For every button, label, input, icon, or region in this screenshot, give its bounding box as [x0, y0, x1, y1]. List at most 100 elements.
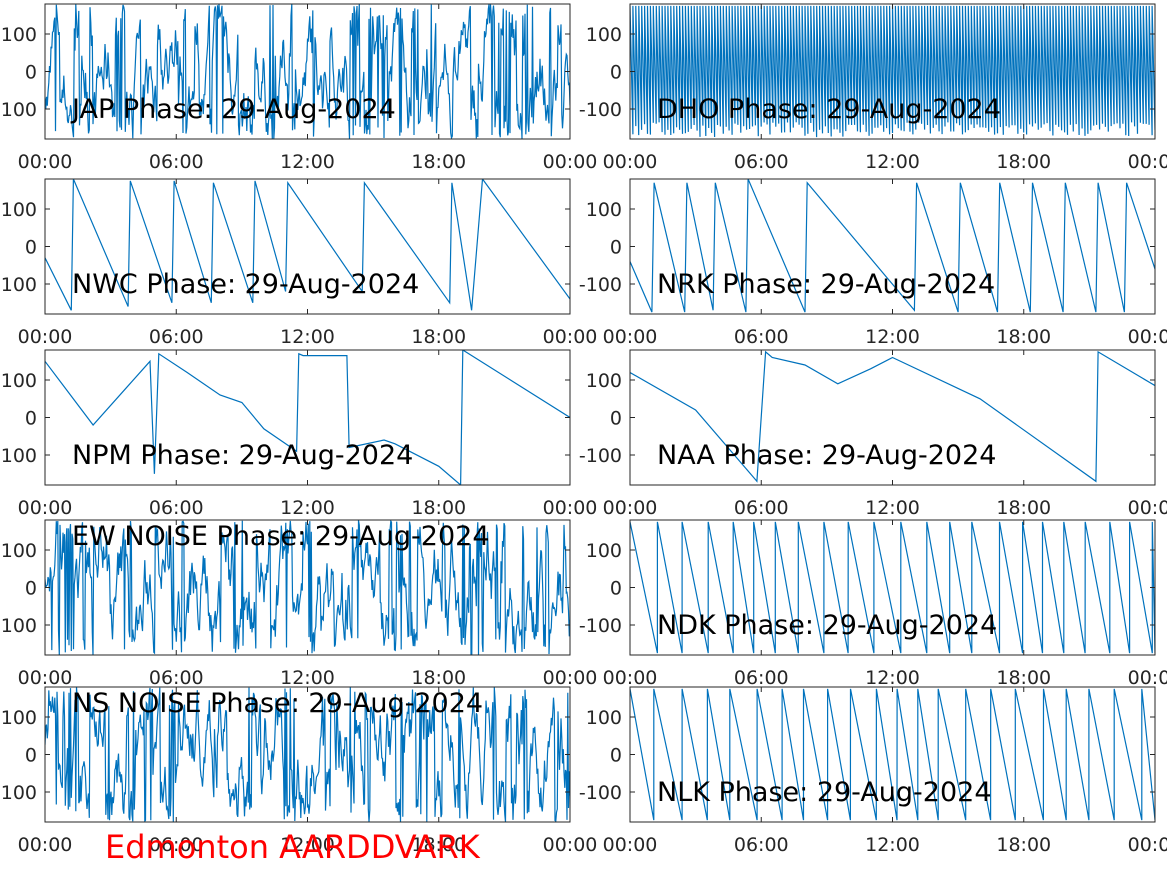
x-tick-label: 00:00	[603, 667, 658, 689]
y-tick-label: 100	[1, 199, 37, 221]
phase-panel-4: 100 0 -100 00:00 06:00 12:00 18:00 00:00 NPM Pha…	[0, 349, 598, 519]
phase-panel-8: 100 0 -100 00:00 06:00 12:00 18:00 00:00 NS NOIS…	[0, 686, 598, 856]
x-tick-label: 00:00	[18, 151, 73, 173]
x-tick-label: 06:00	[149, 667, 204, 689]
y-tick-label: 0	[610, 237, 622, 259]
x-tick-label: 18:00	[411, 326, 466, 348]
phase-panel-6: 100 0 -100 00:00 06:00 12:00 18:00 00:00 EW NOIS…	[0, 519, 597, 689]
panel-title: DHO Phase: 29-Aug-2024	[657, 94, 1001, 125]
x-tick-label: 12:00	[865, 834, 920, 856]
x-tick-label: 12:00	[865, 326, 920, 348]
x-tick-label: 00:00	[1128, 834, 1167, 856]
y-tick-label: 100	[586, 199, 622, 221]
y-tick-label: 0	[610, 578, 622, 600]
y-tick-label: -100	[0, 782, 37, 804]
y-tick-label: 0	[25, 578, 37, 600]
phase-series-line	[45, 520, 570, 655]
phase-panel-7: 100 0 -100 00:00 06:00 12:00 18:00 00:00 NDK Pha…	[579, 519, 1167, 689]
x-tick-label: 00:00	[543, 497, 598, 519]
y-tick-label: 100	[586, 24, 622, 46]
x-tick-label: 00:00	[18, 497, 73, 519]
x-tick-label: 00:00	[543, 151, 598, 173]
station-label: Edmonton AARDDVARK	[105, 828, 480, 866]
y-tick-label: 0	[610, 62, 622, 84]
x-tick-label: 12:00	[865, 667, 920, 689]
panel-title: NWC Phase: 29-Aug-2024	[72, 269, 419, 300]
y-tick-label: 0	[25, 237, 37, 259]
x-tick-label: 00:00	[18, 667, 73, 689]
panel-title: NRK Phase: 29-Aug-2024	[657, 269, 995, 300]
y-tick-label: -100	[579, 782, 622, 804]
x-tick-label: 06:00	[734, 151, 789, 173]
y-tick-label: -100	[0, 445, 37, 467]
phase-panel-3: 100 0 -100 00:00 06:00 12:00 18:00 00:00 NRK Pha…	[579, 178, 1167, 348]
y-tick-label: 100	[586, 540, 622, 562]
phase-series-line	[45, 179, 570, 311]
x-tick-label: 12:00	[280, 326, 335, 348]
phase-panel-1: 100 0 -100 00:00 06:00 12:00 18:00 00:00 DHO Pha…	[579, 3, 1167, 173]
phase-series-line	[630, 688, 1155, 821]
x-tick-label: 06:00	[734, 667, 789, 689]
x-tick-label: 00:00	[543, 834, 598, 856]
x-tick-label: 18:00	[996, 497, 1051, 519]
x-tick-label: 06:00	[734, 326, 789, 348]
x-tick-label: 00:00	[1128, 667, 1167, 689]
y-tick-label: -100	[0, 99, 37, 121]
x-tick-label: 06:00	[149, 151, 204, 173]
x-tick-label: 18:00	[996, 151, 1051, 173]
panel-title: EW NOISE Phase: 29-Aug-2024	[72, 521, 490, 552]
x-tick-label: 00:00	[18, 326, 73, 348]
x-tick-label: 00:00	[603, 834, 658, 856]
x-tick-label: 18:00	[411, 151, 466, 173]
x-tick-label: 18:00	[996, 834, 1051, 856]
y-tick-label: -100	[0, 615, 37, 637]
phase-panel-9: 100 0 -100 00:00 06:00 12:00 18:00 00:00 NLK Pha…	[579, 686, 1167, 856]
x-tick-label: 00:00	[1128, 326, 1167, 348]
x-tick-label: 06:00	[149, 834, 204, 856]
x-tick-label: 06:00	[734, 834, 789, 856]
x-tick-label: 18:00	[996, 667, 1051, 689]
x-tick-label: 00:00	[1128, 151, 1167, 173]
x-tick-label: 06:00	[149, 326, 204, 348]
y-tick-label: 100	[1, 707, 37, 729]
x-tick-label: 12:00	[280, 834, 335, 856]
y-tick-label: 100	[1, 540, 37, 562]
x-tick-label: 12:00	[280, 667, 335, 689]
x-tick-label: 00:00	[18, 834, 73, 856]
x-tick-label: 12:00	[280, 497, 335, 519]
y-tick-label: 0	[610, 408, 622, 430]
phase-series-line	[630, 5, 1155, 138]
panel-title: JAP Phase: 29-Aug-2024	[70, 94, 396, 125]
x-tick-label: 12:00	[865, 497, 920, 519]
x-tick-label: 00:00	[603, 497, 658, 519]
y-tick-label: 100	[1, 24, 37, 46]
y-tick-label: 0	[25, 745, 37, 767]
panel-title: NPM Phase: 29-Aug-2024	[72, 440, 413, 471]
y-tick-label: -100	[0, 274, 37, 296]
y-tick-label: -100	[579, 445, 622, 467]
panel-title: NDK Phase: 29-Aug-2024	[657, 610, 997, 641]
x-tick-label: 06:00	[734, 497, 789, 519]
phase-series-line	[630, 350, 1155, 483]
phase-panel-2: 100 0 -100 00:00 06:00 12:00 18:00 00:00 NWC Pha…	[0, 178, 597, 348]
x-tick-label: 18:00	[996, 326, 1051, 348]
x-tick-label: 18:00	[411, 497, 466, 519]
x-tick-label: 06:00	[149, 497, 204, 519]
x-tick-label: 00:00	[1128, 497, 1167, 519]
y-tick-label: -100	[579, 274, 622, 296]
phase-series-line	[630, 179, 1155, 313]
y-tick-label: 0	[25, 408, 37, 430]
phase-series-line	[45, 350, 570, 485]
x-tick-label: 00:00	[603, 326, 658, 348]
y-tick-label: -100	[579, 615, 622, 637]
x-tick-label: 12:00	[865, 151, 920, 173]
phase-series-line	[45, 687, 570, 822]
phase-panel-0: 100 0 -100 00:00 06:00 12:00 18:00 00:00 JAP Pha…	[0, 3, 598, 173]
x-tick-label: 18:00	[411, 667, 466, 689]
y-tick-label: 0	[610, 745, 622, 767]
y-tick-label: 0	[25, 62, 37, 84]
panel-title: NAA Phase: 29-Aug-2024	[657, 440, 996, 471]
phase-series-line	[45, 4, 570, 139]
x-tick-label: 00:00	[603, 151, 658, 173]
